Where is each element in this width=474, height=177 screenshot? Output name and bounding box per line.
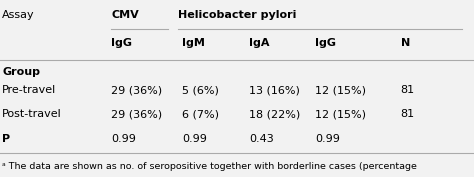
- Text: 29 (36%): 29 (36%): [111, 109, 163, 119]
- Text: CMV: CMV: [111, 10, 139, 20]
- Text: 18 (22%): 18 (22%): [249, 109, 300, 119]
- Text: N: N: [401, 38, 410, 48]
- Text: 5 (6%): 5 (6%): [182, 85, 219, 95]
- Text: Post-travel: Post-travel: [2, 109, 62, 119]
- Text: 0.99: 0.99: [315, 134, 340, 144]
- Text: 0.43: 0.43: [249, 134, 273, 144]
- Text: 6 (7%): 6 (7%): [182, 109, 219, 119]
- Text: IgG: IgG: [111, 38, 132, 48]
- Text: Assay: Assay: [2, 10, 35, 20]
- Text: 81: 81: [401, 109, 415, 119]
- Text: P: P: [2, 134, 10, 144]
- Text: IgA: IgA: [249, 38, 269, 48]
- Text: 0.99: 0.99: [182, 134, 207, 144]
- Text: 0.99: 0.99: [111, 134, 136, 144]
- Text: 12 (15%): 12 (15%): [315, 85, 366, 95]
- Text: 12 (15%): 12 (15%): [315, 109, 366, 119]
- Text: Group: Group: [2, 67, 40, 77]
- Text: ᵃ The data are shown as no. of seropositive together with borderline cases (perc: ᵃ The data are shown as no. of seroposit…: [2, 162, 417, 171]
- Text: 29 (36%): 29 (36%): [111, 85, 163, 95]
- Text: Pre-travel: Pre-travel: [2, 85, 56, 95]
- Text: Helicobacter pylori: Helicobacter pylori: [178, 10, 296, 20]
- Text: IgG: IgG: [315, 38, 336, 48]
- Text: IgM: IgM: [182, 38, 205, 48]
- Text: 13 (16%): 13 (16%): [249, 85, 300, 95]
- Text: 81: 81: [401, 85, 415, 95]
